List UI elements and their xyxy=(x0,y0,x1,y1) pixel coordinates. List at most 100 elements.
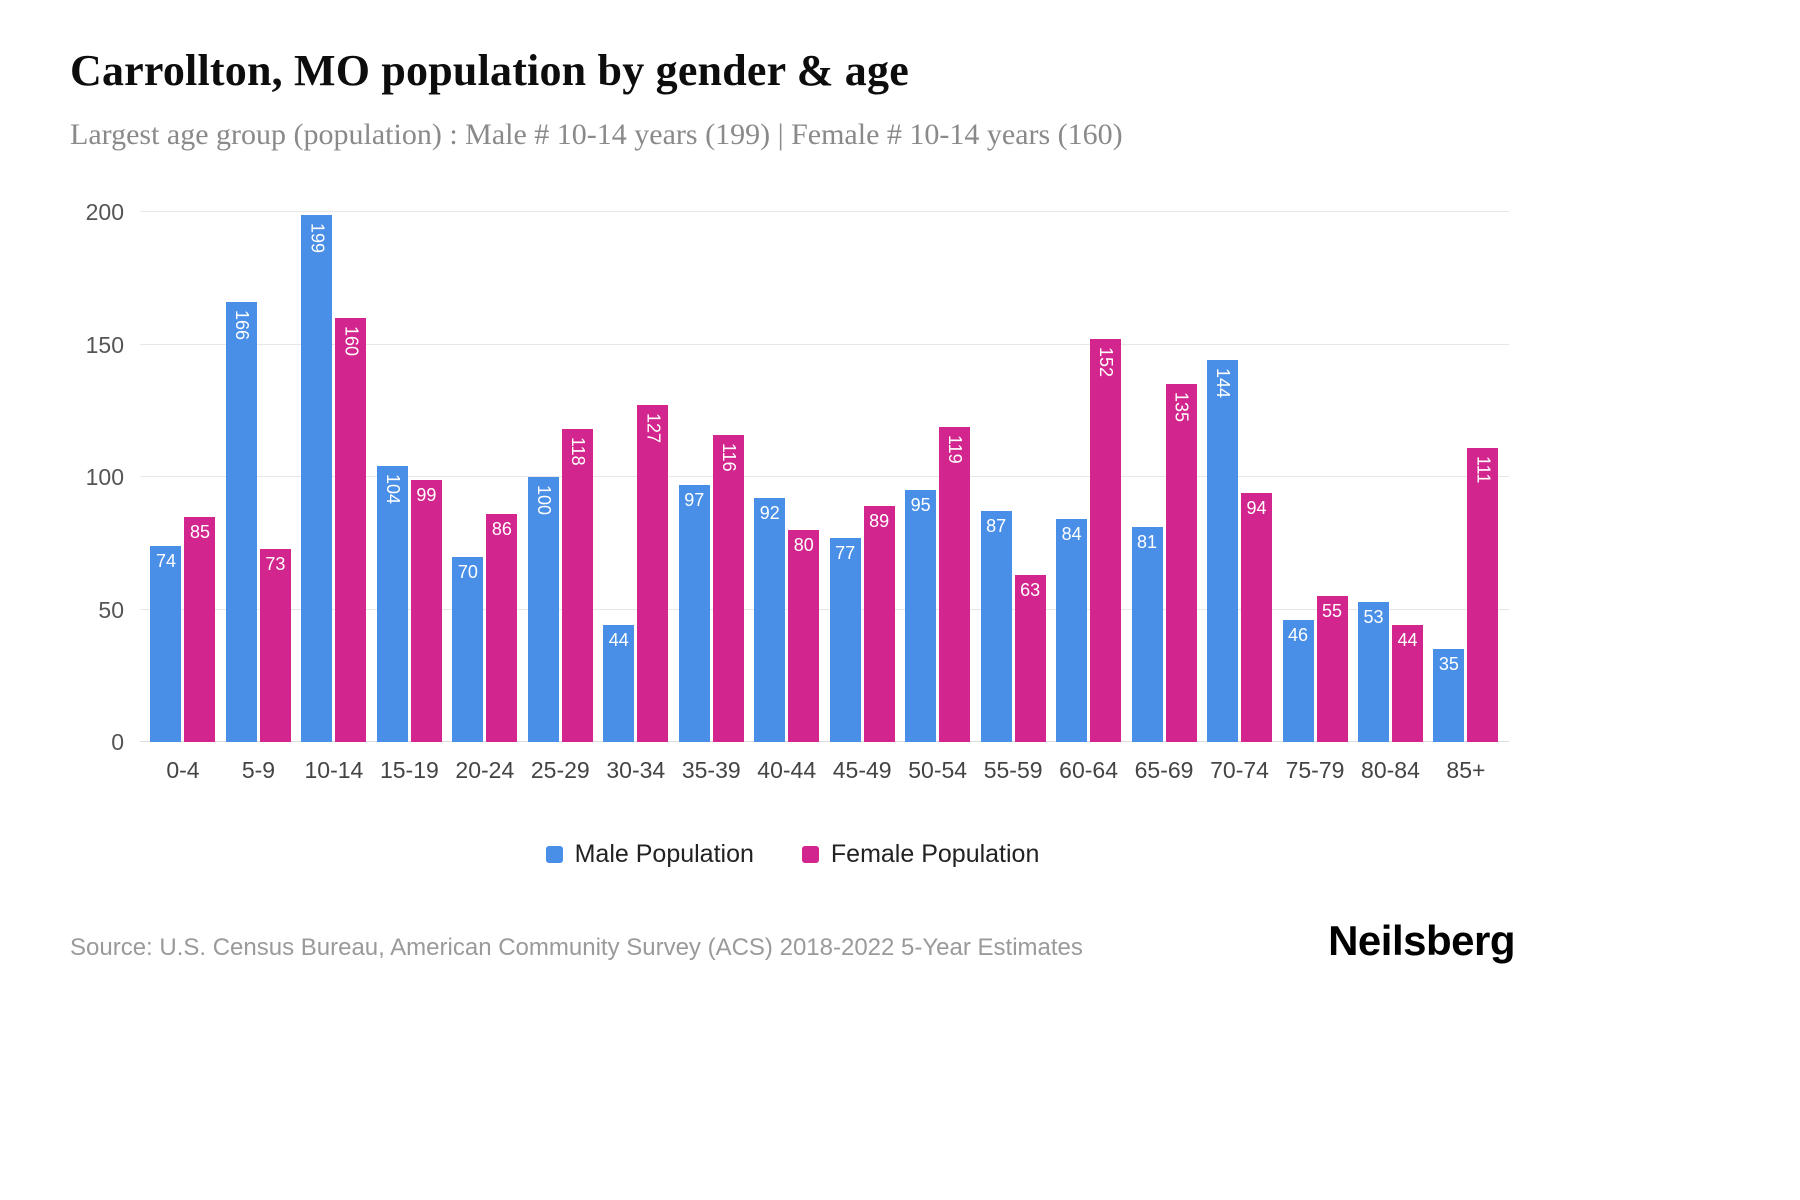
male-bar-55-59[interactable]: 87 xyxy=(980,511,1012,742)
x-axis-label: 50-54 xyxy=(908,757,968,783)
male-bar-65-69[interactable]: 81 xyxy=(1131,527,1163,742)
bar-value-label: 135 xyxy=(1171,392,1192,423)
bar-group-10-14: 199 160 10-14 xyxy=(301,212,367,783)
male-bar-30-34[interactable]: 44 xyxy=(603,625,635,742)
male-bar-15-19[interactable]: 104 xyxy=(376,466,408,742)
legend-item-female[interactable]: Female Population xyxy=(801,840,1039,869)
bar-value-label: 118 xyxy=(567,437,588,467)
male-bar-80-84[interactable]: 53 xyxy=(1357,601,1389,742)
bar-group-0-4: 74 85 0-4 xyxy=(150,212,216,783)
female-bar-5-9[interactable]: 73 xyxy=(259,548,291,742)
bar-value-label: 97 xyxy=(684,489,705,510)
bar-value-label: 144 xyxy=(1213,368,1234,399)
x-axis-label: 0-4 xyxy=(166,757,200,783)
bar-value-label: 104 xyxy=(382,474,403,505)
x-axis-label: 20-24 xyxy=(455,757,515,783)
female-bar-0-4[interactable]: 85 xyxy=(184,516,216,742)
bar-value-label: 86 xyxy=(491,519,512,540)
bar-groups: 74 85 0-4 166 73 5-9 199 160 10-14 104 99 15-19 70 86… xyxy=(140,212,1509,783)
bar-value-label: 44 xyxy=(608,630,629,651)
legend-item-male[interactable]: Male Population xyxy=(545,840,754,869)
bar-group-15-19: 104 99 15-19 xyxy=(376,212,442,783)
bar-value-label: 53 xyxy=(1363,606,1384,627)
brand-logo: Neilsberg xyxy=(1328,917,1515,964)
female-bar-85+[interactable]: 111 xyxy=(1467,447,1499,742)
bar-value-label: 80 xyxy=(793,535,814,555)
bar-group-75-79: 46 55 75-79 xyxy=(1282,212,1348,783)
bar-value-label: 89 xyxy=(869,511,890,532)
gridline xyxy=(140,741,1509,742)
bar-value-label: 152 xyxy=(1096,347,1117,378)
bar-value-label: 84 xyxy=(1061,524,1082,545)
x-axis-label: 60-64 xyxy=(1059,757,1118,783)
male-bar-25-29[interactable]: 100 xyxy=(527,477,559,742)
female-bar-45-49[interactable]: 89 xyxy=(863,506,895,742)
female-bar-35-39[interactable]: 116 xyxy=(712,434,744,742)
bar-group-55-59: 87 63 55-59 xyxy=(980,212,1046,783)
chart-page: Carrollton, MO population by gender & ag… xyxy=(70,46,1515,964)
female-swatch-icon xyxy=(801,846,819,863)
chart-subtitle: Largest age group (population) : Male # … xyxy=(70,118,1123,151)
bar-value-label: 44 xyxy=(1397,630,1418,651)
female-bar-10-14[interactable]: 160 xyxy=(335,318,367,742)
female-bar-40-44[interactable]: 80 xyxy=(788,530,820,742)
male-bar-45-49[interactable]: 77 xyxy=(829,537,861,742)
female-bar-20-24[interactable]: 86 xyxy=(486,514,518,742)
y-tick-label: 150 xyxy=(85,331,124,358)
male-bar-40-44[interactable]: 92 xyxy=(754,498,786,742)
male-bar-20-24[interactable]: 70 xyxy=(452,556,484,742)
x-axis-label: 65-69 xyxy=(1134,757,1194,783)
x-axis-label: 5-9 xyxy=(241,757,276,783)
male-bar-75-79[interactable]: 46 xyxy=(1282,620,1314,742)
bar-chart: 0 50 100 150 200 74 85 0-4 166 73 5-9 199 160 10-14 1… xyxy=(70,200,1515,812)
x-axis-label: 10-14 xyxy=(304,757,364,783)
bar-group-80-84: 53 44 80-84 xyxy=(1357,212,1423,783)
male-bar-10-14[interactable]: 199 xyxy=(301,214,333,742)
bar-group-25-29: 100 118 25-29 xyxy=(527,212,593,783)
gridline xyxy=(140,608,1509,610)
female-bar-25-29[interactable]: 118 xyxy=(561,429,593,742)
bar-value-label: 74 xyxy=(155,550,176,571)
female-bar-70-74[interactable]: 94 xyxy=(1241,492,1273,742)
female-bar-80-84[interactable]: 44 xyxy=(1391,625,1423,742)
bar-value-label: 35 xyxy=(1438,654,1459,675)
gridline xyxy=(140,476,1509,477)
source-note: Source: U.S. Census Bureau, American Com… xyxy=(70,934,1083,961)
y-tick-label: 100 xyxy=(85,464,124,490)
bar-value-label: 116 xyxy=(718,442,739,472)
female-bar-30-34[interactable]: 127 xyxy=(637,405,669,742)
legend-label-male: Male Population xyxy=(574,840,754,868)
x-axis-label: 15-19 xyxy=(379,757,439,783)
bar-value-label: 70 xyxy=(457,561,478,582)
male-bar-50-54[interactable]: 95 xyxy=(905,490,937,742)
bar-group-50-54: 95 119 50-54 xyxy=(905,212,971,783)
bar-value-label: 95 xyxy=(910,495,931,516)
bar-group-30-34: 44 127 30-34 xyxy=(603,212,669,783)
male-bar-35-39[interactable]: 97 xyxy=(678,484,710,742)
female-bar-75-79[interactable]: 55 xyxy=(1316,596,1348,742)
female-bar-15-19[interactable]: 99 xyxy=(410,479,442,742)
female-bar-50-54[interactable]: 119 xyxy=(939,426,971,742)
x-axis-label: 45-49 xyxy=(832,757,892,783)
male-bar-0-4[interactable]: 74 xyxy=(150,545,182,742)
male-bar-70-74[interactable]: 144 xyxy=(1207,360,1239,742)
bar-group-65-69: 81 135 65-69 xyxy=(1131,212,1197,783)
male-swatch-icon xyxy=(545,846,563,863)
bar-value-label: 46 xyxy=(1287,625,1309,646)
female-bar-60-64[interactable]: 152 xyxy=(1090,339,1122,742)
bar-value-label: 127 xyxy=(643,413,664,444)
bar-value-label: 63 xyxy=(1020,580,1041,601)
x-axis-label: 70-74 xyxy=(1210,757,1269,783)
legend: Male Population Female Population xyxy=(70,840,1515,869)
male-bar-85+[interactable]: 35 xyxy=(1433,649,1465,742)
female-bar-55-59[interactable]: 63 xyxy=(1014,575,1046,742)
bar-value-label: 55 xyxy=(1321,601,1343,622)
bar-value-label: 81 xyxy=(1137,532,1158,553)
bar-value-label: 87 xyxy=(986,516,1007,537)
bar-group-5-9: 166 73 5-9 xyxy=(225,212,291,783)
female-bar-65-69[interactable]: 135 xyxy=(1165,384,1197,742)
bar-value-label: 99 xyxy=(416,484,437,505)
male-bar-60-64[interactable]: 84 xyxy=(1056,519,1088,742)
bar-value-label: 199 xyxy=(307,222,328,253)
male-bar-5-9[interactable]: 166 xyxy=(225,302,257,742)
